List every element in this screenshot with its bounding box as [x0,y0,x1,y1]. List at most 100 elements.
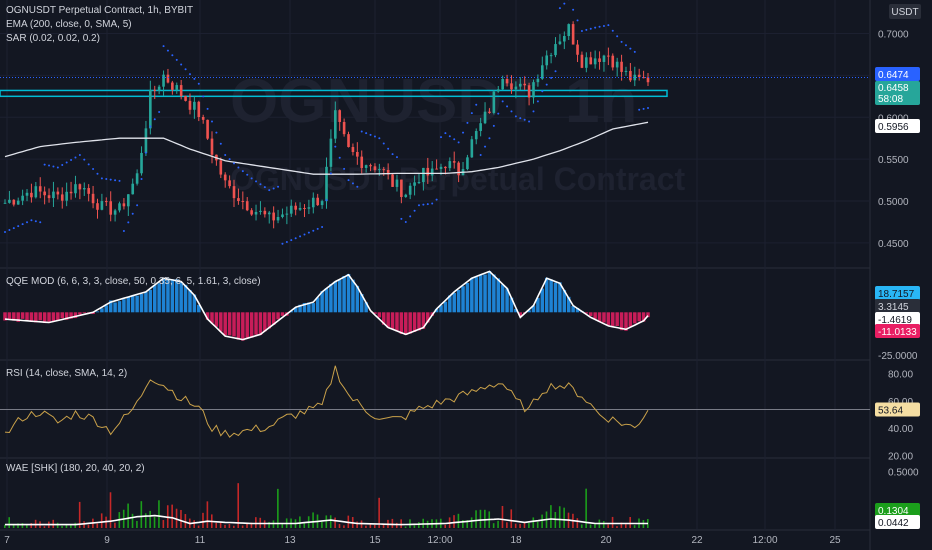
candle-body[interactable] [347,134,350,148]
candle-body[interactable] [466,157,469,170]
candle-body[interactable] [311,197,315,208]
candle-body[interactable] [404,194,408,197]
wae-panel[interactable] [4,483,649,528]
candle-body[interactable] [201,117,205,120]
candle-body[interactable] [391,174,394,187]
candle-body[interactable] [646,77,650,83]
candle-body[interactable] [624,70,628,72]
candle-body[interactable] [527,85,531,98]
candle-body[interactable] [514,86,518,90]
candle-body[interactable] [237,198,240,201]
support-level-box[interactable] [0,89,668,98]
candle-body[interactable] [74,184,77,194]
candle-body[interactable] [333,110,337,139]
ema-line[interactable] [4,121,649,175]
candle-body[interactable] [633,74,637,81]
candle-body[interactable] [457,162,460,176]
candle-body[interactable] [430,168,434,176]
candle-body[interactable] [30,192,33,198]
candle-body[interactable] [364,165,368,168]
candle-body[interactable] [395,179,399,187]
candle-body[interactable] [38,186,42,192]
candle-body[interactable] [589,57,593,65]
candle-body[interactable] [82,188,86,190]
chart-title[interactable]: OGNUSDT Perpetual Contract, 1h, BYBIT [6,5,193,16]
candle-body[interactable] [378,169,381,171]
candle-body[interactable] [474,131,478,140]
candle-body[interactable] [267,212,271,215]
candle-body[interactable] [60,194,64,201]
candle-body[interactable] [518,83,522,87]
candle-body[interactable] [620,61,623,72]
candle-body[interactable] [91,193,95,204]
candle-body[interactable] [104,201,108,203]
candle-body[interactable] [272,212,275,221]
candle-body[interactable] [470,139,474,158]
rsi-line[interactable] [4,365,649,438]
candle-body[interactable] [360,156,364,168]
last-price-tag[interactable]: 0.6474 [875,67,920,81]
candle-body[interactable] [135,173,139,184]
candle-body[interactable] [580,54,584,68]
candle-body[interactable] [289,205,293,214]
candle-body[interactable] [294,205,297,210]
candle-body[interactable] [87,188,90,194]
candle-body[interactable] [585,57,588,68]
candle-body[interactable] [356,151,359,157]
candle-body[interactable] [448,161,452,169]
candle-body[interactable] [479,123,482,132]
candle-body[interactable] [144,128,148,153]
candle-body[interactable] [149,89,152,129]
wae-explosion-line[interactable] [5,514,648,526]
candle-body[interactable] [96,203,99,210]
candle-body[interactable] [118,203,121,211]
candle-body[interactable] [496,89,500,92]
candle-body[interactable] [400,179,403,197]
candle-body[interactable] [567,24,571,37]
candle-body[interactable] [78,184,82,190]
candle-body[interactable] [492,91,496,113]
candle-body[interactable] [320,201,324,206]
candle-body[interactable] [153,89,157,91]
candle-body[interactable] [615,61,619,68]
candle-body[interactable] [281,214,284,218]
qqe-trend-line[interactable] [4,270,649,341]
candle-body[interactable] [131,183,135,195]
candle-body[interactable] [629,70,632,81]
candle-body[interactable] [263,210,267,215]
ema-legend[interactable]: EMA (200, close, 0, SMA, 5) [6,19,132,30]
candle-body[interactable] [382,169,386,171]
candle-body[interactable] [232,186,236,199]
candle-body[interactable] [21,195,24,201]
candle-body[interactable] [179,85,183,97]
candle-body[interactable] [175,85,179,90]
candle-body[interactable] [184,96,187,101]
candle-body[interactable] [250,210,253,215]
candle-body[interactable] [558,41,562,45]
candle-body[interactable] [540,65,544,79]
candle-body[interactable] [223,174,227,181]
wae-label-1[interactable]: 0.1304 [875,503,920,517]
qqe-label-4[interactable]: -11.0133 [875,324,920,338]
candle-body[interactable] [285,213,289,215]
candle-body[interactable] [532,82,535,98]
candle-body[interactable] [571,24,575,45]
candle-body[interactable] [3,202,7,204]
candle-body[interactable] [140,152,143,174]
currency-badge[interactable]: USDT [889,4,921,19]
candle-body[interactable] [43,191,46,196]
candle-body[interactable] [69,191,73,194]
rsi-panel[interactable] [0,365,870,438]
candle-body[interactable] [483,111,487,124]
candle-body[interactable] [637,74,641,78]
candle-body[interactable] [602,55,606,63]
qqe-panel[interactable] [3,270,650,341]
candle-body[interactable] [576,44,579,55]
candle-body[interactable] [488,111,491,113]
candle-body[interactable] [276,217,280,221]
candle-body[interactable] [219,160,223,175]
candle-body[interactable] [417,182,421,184]
candle-body[interactable] [642,77,645,79]
candle-body[interactable] [369,165,372,167]
